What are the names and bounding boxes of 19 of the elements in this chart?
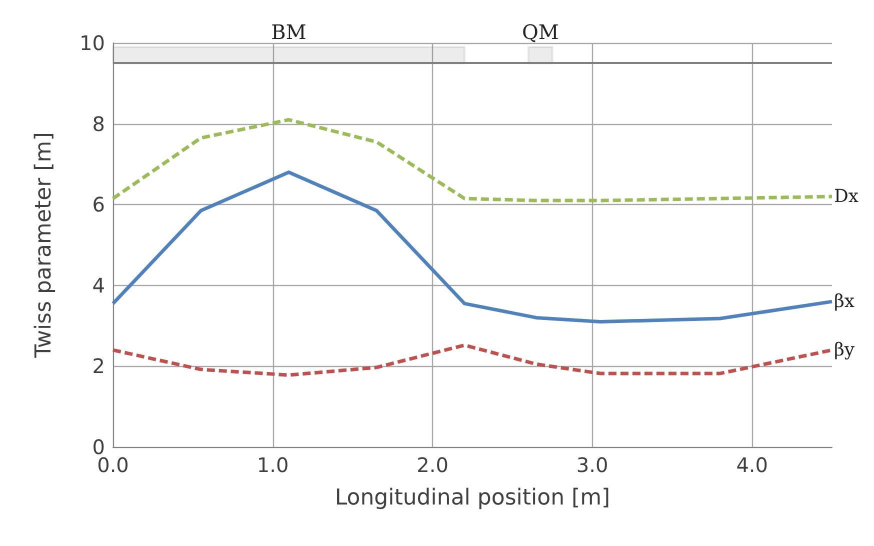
line-series [111, 170, 834, 324]
line-series [111, 118, 834, 202]
band-label: QM [522, 20, 559, 44]
x-axis-title: Longitudinal position [m] [334, 486, 610, 510]
band-label: BM [271, 20, 306, 44]
y-tick-label: 8 [92, 112, 105, 136]
series-label: Dx [834, 186, 859, 208]
x-tick-label: 3.0 [576, 453, 608, 477]
y-axis-title: Twiss parameter [m] [32, 132, 56, 359]
y-tick-label: 4 [92, 273, 105, 298]
x-tick-label: 0.0 [97, 453, 129, 477]
series-label: βy [834, 340, 856, 361]
x-tick-label: 1.0 [256, 453, 289, 477]
y-tick-label: 10 [80, 31, 105, 55]
series-label: βx [834, 291, 855, 312]
x-tick-label: 2.0 [416, 453, 448, 477]
y-tick-label: 6 [92, 192, 105, 217]
x-tick-label: 4.0 [736, 453, 768, 477]
y-tick-label: 2 [92, 354, 105, 378]
